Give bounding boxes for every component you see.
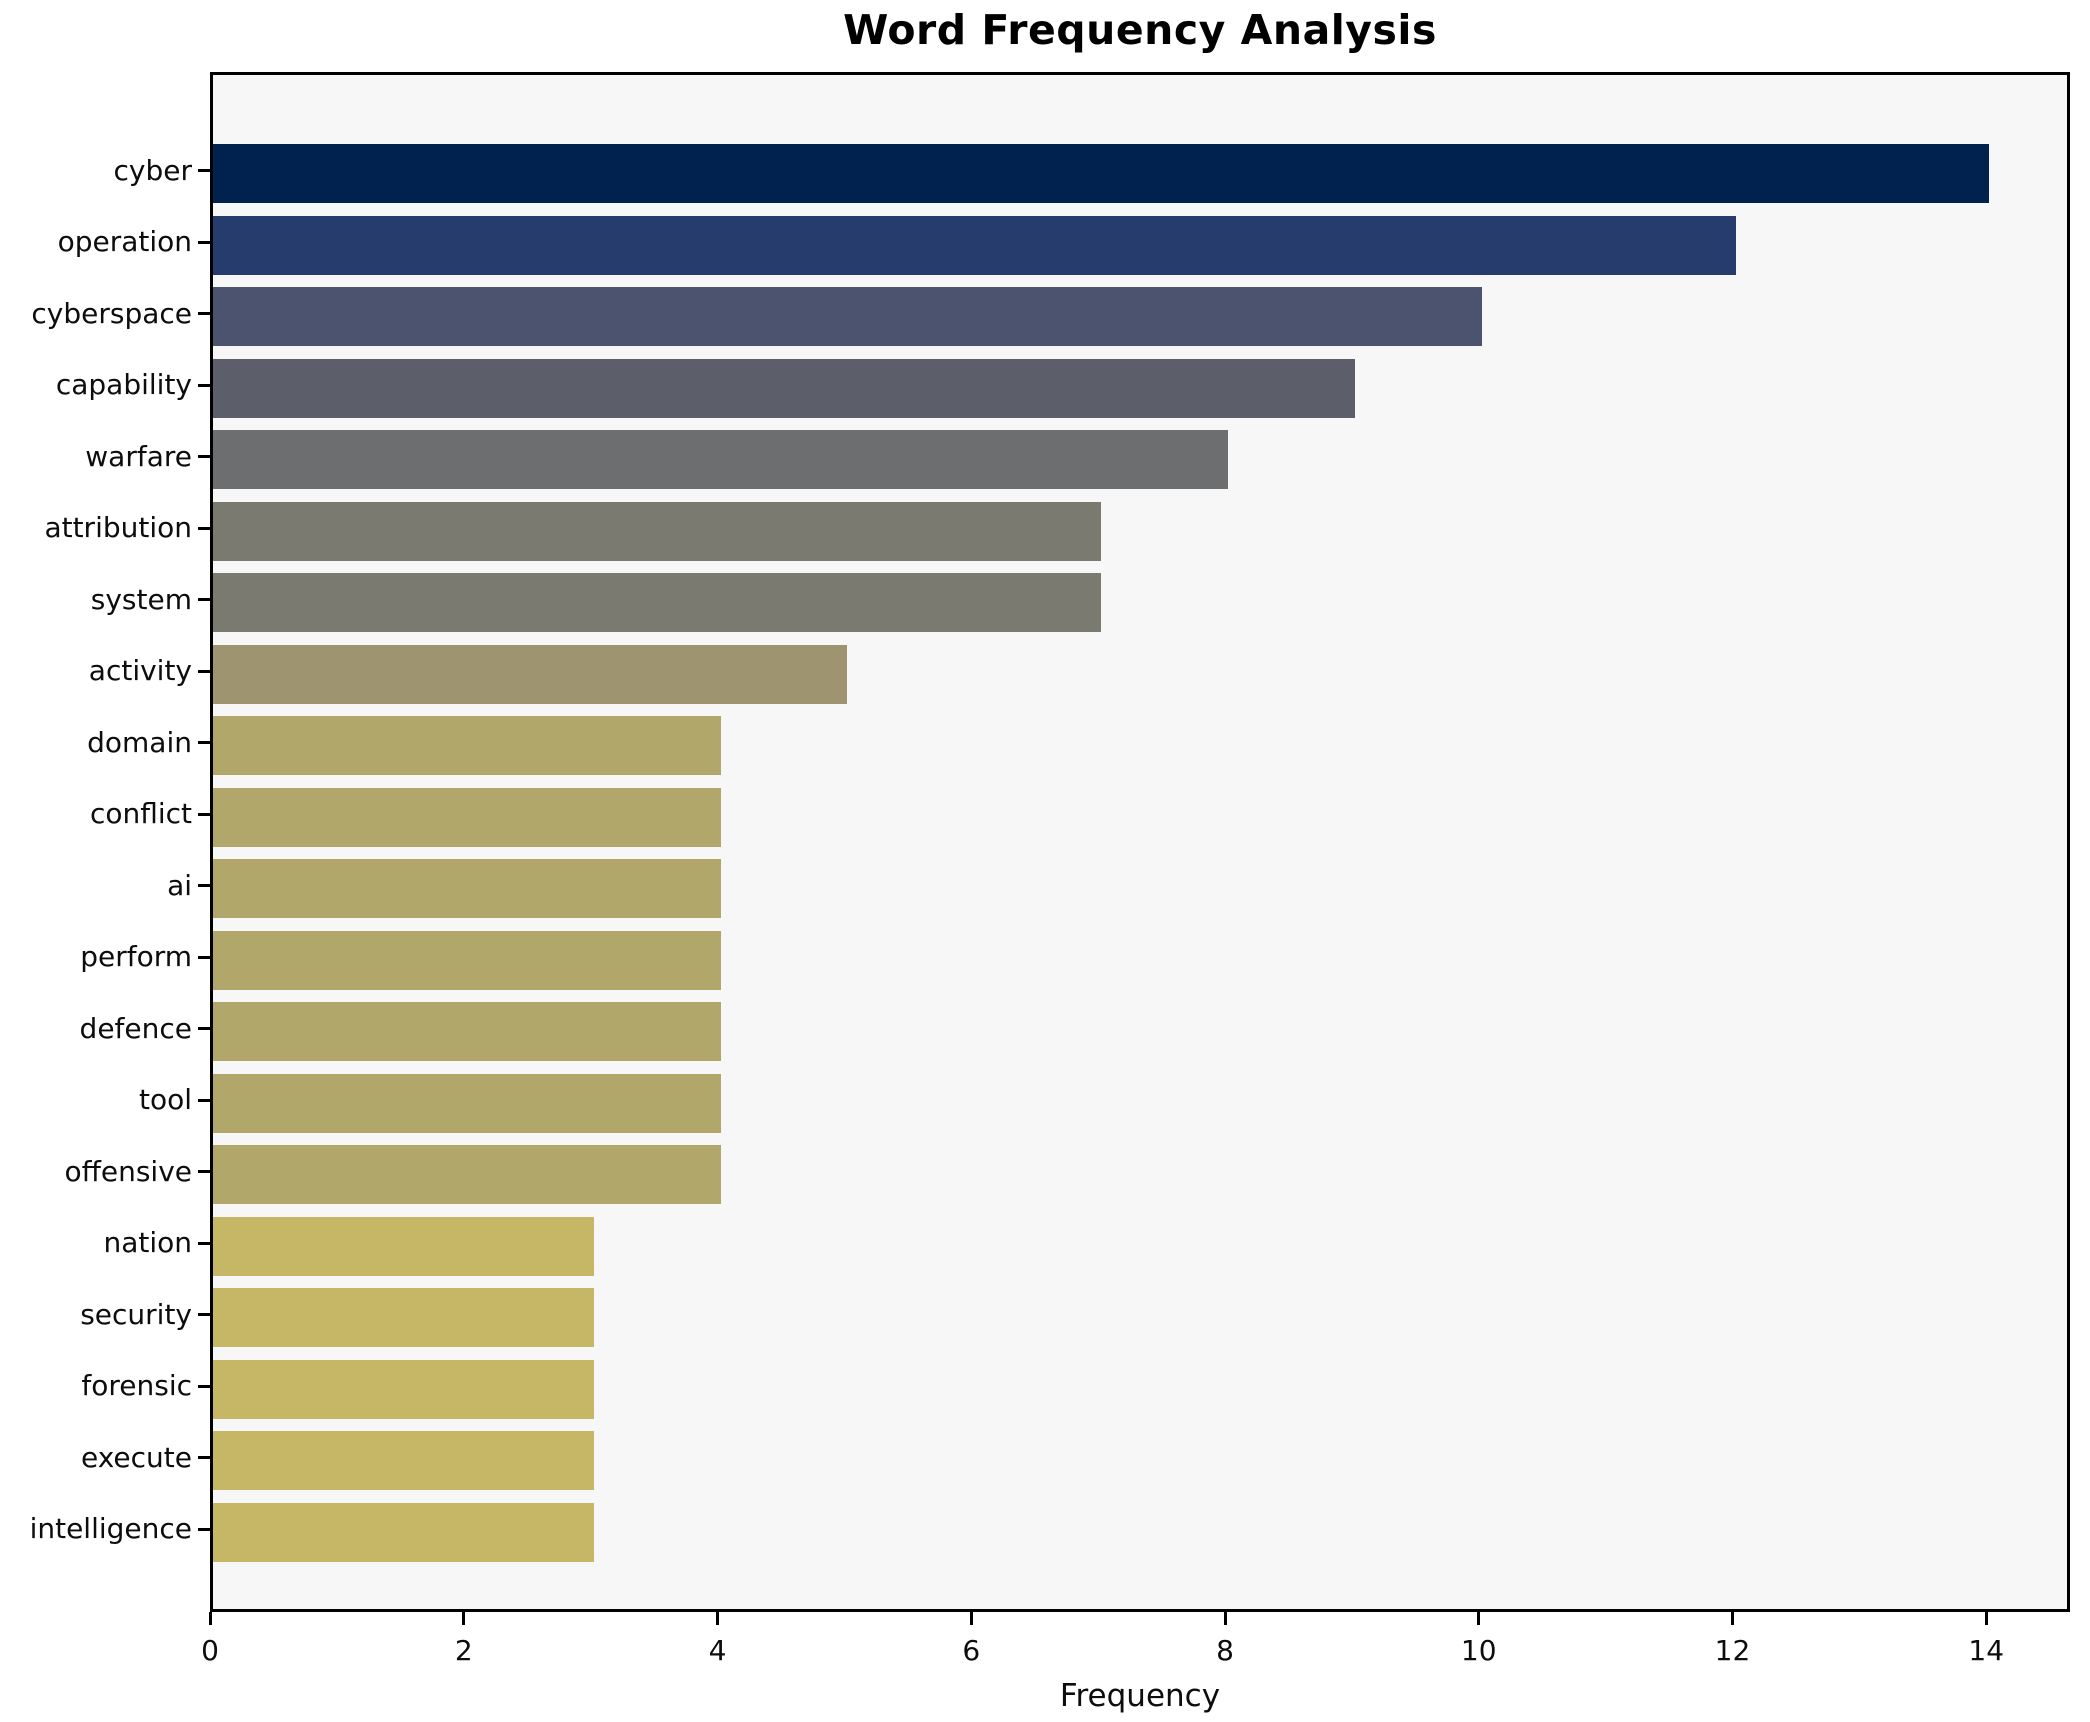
y-label-attribution: attribution <box>44 511 192 545</box>
x-axis-title: Frequency <box>1059 1678 1221 1714</box>
bar-operation <box>213 215 1736 275</box>
y-tick-mark <box>198 955 210 959</box>
y-label-perform: perform <box>80 940 192 974</box>
x-tick-label-12: 12 <box>1714 1634 1751 1667</box>
bar-activity <box>213 644 848 704</box>
x-tick-label-0: 0 <box>201 1634 219 1667</box>
y-label-warfare: warfare <box>85 439 192 473</box>
y-tick-mark <box>198 1384 210 1388</box>
y-label-intelligence: intelligence <box>29 1512 192 1546</box>
y-label-system: system <box>90 582 192 616</box>
y-label-tool: tool <box>138 1083 192 1117</box>
bar-domain <box>213 716 721 776</box>
x-tick-mark <box>1731 1612 1734 1625</box>
y-tick-mark <box>198 240 210 244</box>
x-tick-mark <box>208 1612 212 1625</box>
x-tick-label-14: 14 <box>1968 1634 2005 1667</box>
y-tick-mark <box>198 1098 210 1102</box>
y-tick-mark <box>198 1027 210 1031</box>
y-tick-mark <box>198 312 210 316</box>
y-tick-mark <box>198 1456 210 1460</box>
y-label-domain: domain <box>87 725 192 759</box>
y-label-conflict: conflict <box>89 797 192 831</box>
bar-ai <box>213 859 721 919</box>
y-label-nation: nation <box>103 1226 192 1260</box>
x-tick-mark <box>462 1612 466 1625</box>
y-label-cyber: cyber <box>113 153 192 187</box>
x-tick-label-6: 6 <box>962 1634 981 1667</box>
y-tick-mark <box>198 1527 210 1531</box>
bar-forensic <box>213 1359 594 1419</box>
bar-attribution <box>213 501 1102 561</box>
x-tick-label-8: 8 <box>1216 1634 1234 1667</box>
y-tick-mark <box>198 598 210 602</box>
y-label-execute: execute <box>80 1440 192 1474</box>
y-tick-mark <box>198 1170 210 1174</box>
bar-capability <box>213 358 1355 418</box>
plot-area <box>210 72 2070 1612</box>
y-tick-mark <box>198 1313 210 1317</box>
y-tick-mark <box>198 741 210 745</box>
y-tick-mark <box>198 812 210 816</box>
x-tick-mark <box>1984 1612 1988 1625</box>
bar-defence <box>213 1002 721 1062</box>
bar-tool <box>213 1073 721 1133</box>
bar-conflict <box>213 787 721 847</box>
bar-offensive <box>213 1145 721 1205</box>
bar-warfare <box>213 430 1228 490</box>
bar-security <box>213 1288 594 1348</box>
x-tick-mark <box>1223 1612 1227 1625</box>
x-tick-mark <box>1477 1612 1481 1625</box>
x-tick-label-4: 4 <box>708 1634 727 1667</box>
x-tick-label-2: 2 <box>454 1634 473 1667</box>
y-tick-mark <box>198 383 210 387</box>
y-tick-mark <box>198 169 210 173</box>
bar-execute <box>213 1431 594 1491</box>
bar-cyberspace <box>213 287 1482 347</box>
x-tick-mark <box>716 1612 719 1625</box>
y-tick-mark <box>198 884 210 888</box>
chart-title: Word Frequency Analysis <box>843 6 1437 54</box>
y-label-capability: capability <box>55 368 192 402</box>
bar-perform <box>213 930 721 990</box>
bar-cyber <box>213 144 1990 204</box>
y-label-operation: operation <box>57 225 192 259</box>
y-tick-mark <box>198 669 210 673</box>
y-label-offensive: offensive <box>64 1154 192 1188</box>
y-label-ai: ai <box>167 868 192 902</box>
y-label-cyberspace: cyberspace <box>31 296 192 330</box>
bar-nation <box>213 1216 594 1276</box>
y-tick-mark <box>198 526 210 530</box>
y-tick-mark <box>198 1241 210 1245</box>
x-tick-mark <box>969 1612 973 1625</box>
y-label-security: security <box>80 1297 192 1331</box>
bar-intelligence <box>213 1502 594 1562</box>
bar-system <box>213 573 1102 633</box>
y-label-forensic: forensic <box>81 1369 192 1403</box>
y-tick-mark <box>198 455 210 459</box>
y-label-activity: activity <box>88 654 192 688</box>
y-label-defence: defence <box>79 1011 192 1045</box>
x-tick-label-10: 10 <box>1460 1634 1497 1667</box>
